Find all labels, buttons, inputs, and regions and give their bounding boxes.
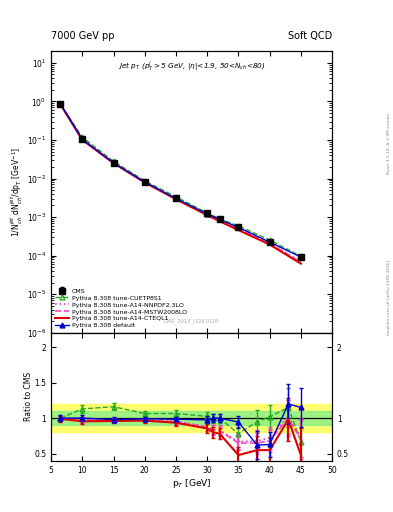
Pythia 8.308 tune-A14-CTEQL1 <box>205 212 209 218</box>
Pythia 8.308 tune-A14-MSTW2008LO <box>80 137 84 143</box>
Pythia 8.308 tune-A14-MSTW2008LO <box>236 226 241 232</box>
Pythia 8.308 default <box>236 224 241 230</box>
Pythia 8.308 tune-A14-CTEQL1 <box>111 160 116 166</box>
Pythia 8.308 tune-A14-NNPDF2.3LO <box>217 218 222 224</box>
Pythia 8.308 default <box>80 136 84 142</box>
Text: Soft QCD: Soft QCD <box>288 31 332 41</box>
Pythia 8.308 tune-A14-MSTW2008LO <box>174 196 178 202</box>
Pythia 8.308 tune-CUETP8S1 <box>174 194 178 200</box>
Line: Pythia 8.308 tune-A14-MSTW2008LO: Pythia 8.308 tune-A14-MSTW2008LO <box>61 104 301 262</box>
Pythia 8.308 tune-A14-NNPDF2.3LO <box>142 179 147 185</box>
Legend: CMS, Pythia 8.308 tune-CUETP8S1, Pythia 8.308 tune-A14-NNPDF2.3LO, Pythia 8.308 : CMS, Pythia 8.308 tune-CUETP8S1, Pythia … <box>54 287 188 330</box>
Pythia 8.308 tune-A14-CTEQL1 <box>174 196 178 202</box>
Line: Pythia 8.308 tune-CUETP8S1: Pythia 8.308 tune-CUETP8S1 <box>58 102 303 259</box>
Bar <box>51 411 332 425</box>
Text: Rivet 3.1.10, ≥ 2.9M events: Rivet 3.1.10, ≥ 2.9M events <box>387 113 391 174</box>
Pythia 8.308 tune-A14-CTEQL1 <box>299 261 303 267</box>
Pythia 8.308 tune-CUETP8S1 <box>58 101 63 108</box>
Pythia 8.308 default <box>174 196 178 202</box>
Pythia 8.308 tune-CUETP8S1 <box>236 223 241 229</box>
Line: Pythia 8.308 tune-A14-CTEQL1: Pythia 8.308 tune-A14-CTEQL1 <box>61 104 301 264</box>
Pythia 8.308 tune-A14-CTEQL1 <box>236 227 241 233</box>
Pythia 8.308 tune-A14-CTEQL1 <box>217 218 222 224</box>
Bar <box>51 404 332 432</box>
Pythia 8.308 tune-A14-CTEQL1 <box>142 179 147 185</box>
Y-axis label: 1/N$_{ch}^{jet}$ dN$_{ch}^{jet}$/dp$_T$ [GeV$^{-1}$]: 1/N$_{ch}^{jet}$ dN$_{ch}^{jet}$/dp$_T$ … <box>9 147 26 237</box>
Pythia 8.308 tune-A14-MSTW2008LO <box>267 241 272 247</box>
Pythia 8.308 default <box>58 101 63 108</box>
Pythia 8.308 tune-CUETP8S1 <box>205 210 209 216</box>
Pythia 8.308 tune-A14-CTEQL1 <box>267 241 272 247</box>
Pythia 8.308 tune-A14-NNPDF2.3LO <box>111 160 116 166</box>
Pythia 8.308 default <box>111 160 116 166</box>
Pythia 8.308 tune-A14-NNPDF2.3LO <box>174 196 178 202</box>
Pythia 8.308 tune-CUETP8S1 <box>217 216 222 222</box>
Text: 7000 GeV pp: 7000 GeV pp <box>51 31 115 41</box>
Pythia 8.308 tune-CUETP8S1 <box>142 178 147 184</box>
X-axis label: p$_T$ [GeV]: p$_T$ [GeV] <box>172 477 211 490</box>
Pythia 8.308 default <box>267 239 272 245</box>
Pythia 8.308 default <box>299 254 303 260</box>
Pythia 8.308 tune-A14-NNPDF2.3LO <box>58 101 63 108</box>
Line: Pythia 8.308 tune-A14-NNPDF2.3LO: Pythia 8.308 tune-A14-NNPDF2.3LO <box>61 104 301 262</box>
Pythia 8.308 tune-CUETP8S1 <box>299 253 303 260</box>
Pythia 8.308 tune-CUETP8S1 <box>267 237 272 243</box>
Pythia 8.308 tune-A14-MSTW2008LO <box>58 101 63 108</box>
Pythia 8.308 tune-A14-NNPDF2.3LO <box>267 240 272 246</box>
Pythia 8.308 tune-A14-CTEQL1 <box>58 101 63 108</box>
Pythia 8.308 default <box>217 217 222 223</box>
Pythia 8.308 default <box>205 210 209 217</box>
Line: Pythia 8.308 default: Pythia 8.308 default <box>58 102 303 260</box>
Pythia 8.308 default <box>142 179 147 185</box>
Y-axis label: Ratio to CMS: Ratio to CMS <box>24 372 33 421</box>
Pythia 8.308 tune-A14-MSTW2008LO <box>205 211 209 218</box>
Pythia 8.308 tune-A14-NNPDF2.3LO <box>205 211 209 218</box>
Text: Jet p$_T$ (p$_T^j$$>$5 GeV, |$\eta$|<1.9, 50<N$_{ch}$<80): Jet p$_T$ (p$_T^j$$>$5 GeV, |$\eta$|<1.9… <box>118 60 265 73</box>
Pythia 8.308 tune-A14-NNPDF2.3LO <box>299 259 303 265</box>
Pythia 8.308 tune-CUETP8S1 <box>80 134 84 140</box>
Pythia 8.308 tune-A14-NNPDF2.3LO <box>80 136 84 142</box>
Text: CMS_2013_I1261026: CMS_2013_I1261026 <box>164 318 219 325</box>
Pythia 8.308 tune-A14-MSTW2008LO <box>299 259 303 265</box>
Pythia 8.308 tune-A14-CTEQL1 <box>80 137 84 143</box>
Pythia 8.308 tune-CUETP8S1 <box>111 158 116 164</box>
Pythia 8.308 tune-A14-MSTW2008LO <box>142 179 147 185</box>
Pythia 8.308 tune-A14-NNPDF2.3LO <box>236 226 241 232</box>
Text: mcplots.cern.ch [arXiv:1306.3436]: mcplots.cern.ch [arXiv:1306.3436] <box>387 260 391 334</box>
Pythia 8.308 tune-A14-MSTW2008LO <box>111 160 116 166</box>
Pythia 8.308 tune-A14-MSTW2008LO <box>217 218 222 224</box>
